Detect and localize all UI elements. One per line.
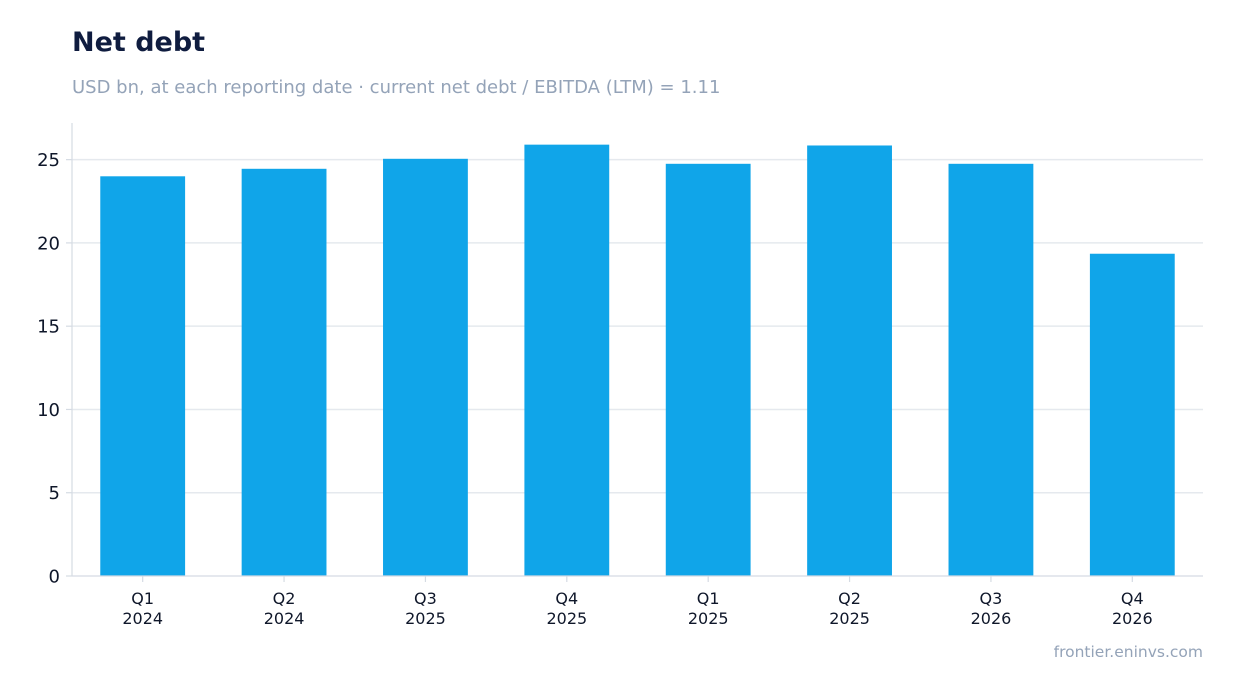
x-tick-year: 2024 <box>122 609 163 628</box>
bar <box>665 163 751 576</box>
x-tick-year: 2025 <box>829 609 870 628</box>
x-tick-label: Q3 2025 <box>405 589 446 628</box>
bar <box>524 144 610 576</box>
chart-title: Net debt <box>72 27 206 58</box>
x-tick-quarter: Q4 <box>1121 589 1144 608</box>
x-tick-year: 2026 <box>1112 609 1153 628</box>
chart-subtitle: USD bn, at each reporting date · current… <box>72 77 721 98</box>
x-tick-label: Q3 2026 <box>971 589 1012 628</box>
bars <box>100 144 1175 577</box>
x-tick-label: Q1 2024 <box>122 589 163 628</box>
bar <box>100 176 186 576</box>
bar <box>948 163 1034 576</box>
x-tick-quarter: Q2 <box>273 589 296 608</box>
source-label: frontier.eninvs.com <box>1053 643 1203 661</box>
y-tick-label: 20 <box>37 233 60 254</box>
x-tick-quarter: Q1 <box>131 589 154 608</box>
x-tick-label: Q4 2025 <box>546 589 587 628</box>
bar <box>383 158 468 576</box>
x-tick-year: 2025 <box>688 609 729 628</box>
y-tick-label: 10 <box>37 400 60 421</box>
bar <box>241 168 327 577</box>
x-tick-quarter: Q3 <box>980 589 1003 608</box>
x-tick-quarter: Q3 <box>414 589 437 608</box>
x-tick-quarter: Q4 <box>555 589 578 608</box>
x-tick-label: Q4 2026 <box>1112 589 1153 628</box>
x-tick-year: 2025 <box>546 609 587 628</box>
bar <box>807 145 892 576</box>
bar <box>1089 253 1175 577</box>
y-tick-label: 25 <box>37 150 60 171</box>
x-tick-quarter: Q2 <box>838 589 861 608</box>
x-tick-label: Q2 2025 <box>829 589 870 628</box>
x-tick-label: Q2 2024 <box>264 589 305 628</box>
x-tick-year: 2024 <box>264 609 305 628</box>
x-tick-year: 2026 <box>971 609 1012 628</box>
y-tick-label: 0 <box>49 567 60 588</box>
x-tick-quarter: Q1 <box>697 589 720 608</box>
x-tick-label: Q1 2025 <box>688 589 729 628</box>
y-tick-label: 15 <box>37 317 60 338</box>
x-tick-year: 2025 <box>405 609 446 628</box>
y-tick-label: 5 <box>49 483 60 504</box>
